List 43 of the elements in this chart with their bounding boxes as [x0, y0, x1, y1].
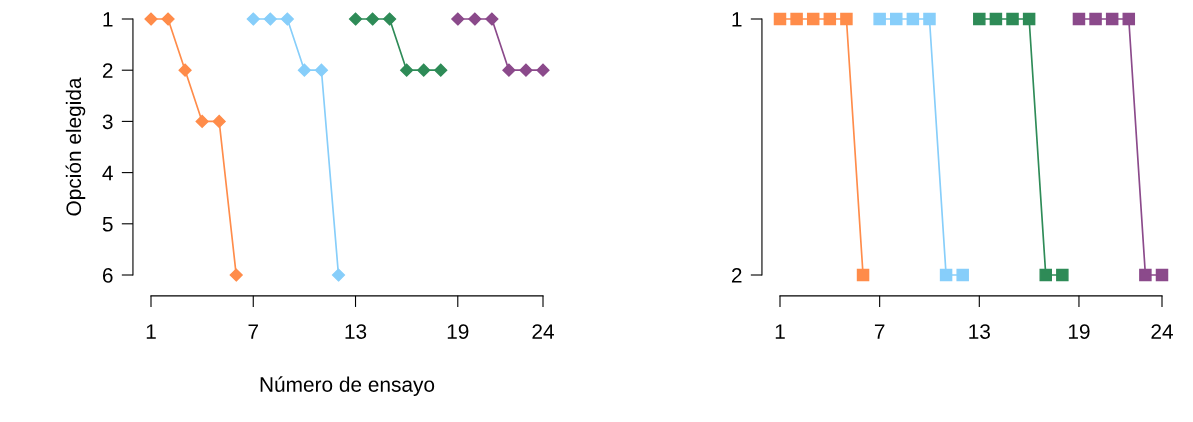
- point: [485, 12, 499, 26]
- y-tick-label: 3: [102, 114, 113, 130]
- x-tick-label: 1: [146, 324, 156, 339]
- y-tick-label: 1: [103, 12, 113, 27]
- point: [178, 63, 192, 77]
- point: [263, 12, 277, 26]
- point: [246, 12, 260, 26]
- x-tick-label: 1: [775, 324, 785, 339]
- point: [536, 63, 550, 77]
- point: [383, 12, 397, 26]
- point: [195, 114, 209, 128]
- point: [519, 63, 533, 77]
- x-tick-label: 24: [1151, 324, 1173, 339]
- point: [502, 63, 516, 77]
- point: [297, 63, 311, 77]
- point: [417, 63, 431, 77]
- y-tick-label: 6: [102, 268, 113, 283]
- point: [161, 12, 175, 26]
- point: [468, 12, 482, 26]
- point: [331, 268, 346, 282]
- x-tick-label: 13: [969, 324, 990, 339]
- point: [400, 63, 414, 77]
- x-tick-label: 13: [345, 324, 367, 339]
- point: [144, 12, 158, 26]
- x-tick-label: 7: [874, 324, 885, 339]
- point: [280, 12, 294, 26]
- x-tick-label: 24: [532, 324, 554, 339]
- y-tick-label: 2: [731, 268, 742, 283]
- x-tick-label: 19: [1068, 324, 1090, 339]
- point: [314, 63, 329, 77]
- y-tick-label: 5: [102, 217, 113, 232]
- point: [348, 12, 363, 26]
- point: [365, 12, 380, 26]
- x-tick-label: 7: [248, 324, 259, 339]
- point: [434, 63, 448, 77]
- y-tick-label: 2: [102, 63, 113, 78]
- point: [212, 114, 226, 128]
- y-axis-title: Opción elegida: [65, 77, 86, 216]
- point: [451, 12, 465, 26]
- point: [229, 268, 243, 282]
- x-axis-title: Número de ensayo: [260, 376, 435, 397]
- x-tick-label: 19: [447, 324, 469, 339]
- y-tick-label: 4: [102, 165, 113, 181]
